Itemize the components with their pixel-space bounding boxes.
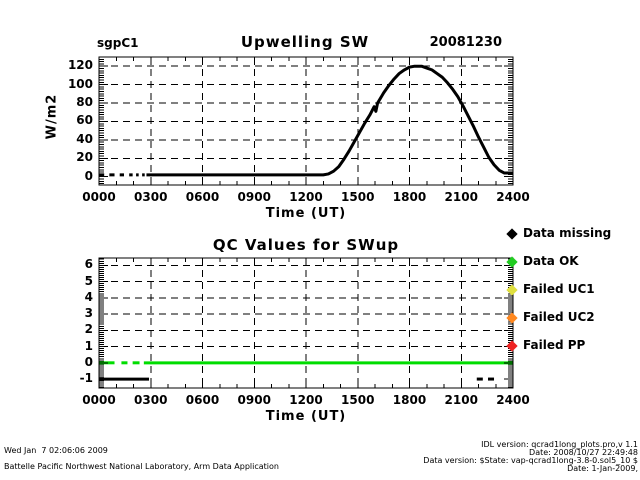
chart2-grid: [99, 258, 513, 388]
chart1-grid: [99, 57, 513, 185]
chart1-frame: [98, 56, 514, 186]
chart1-ticks: [98, 56, 514, 185]
